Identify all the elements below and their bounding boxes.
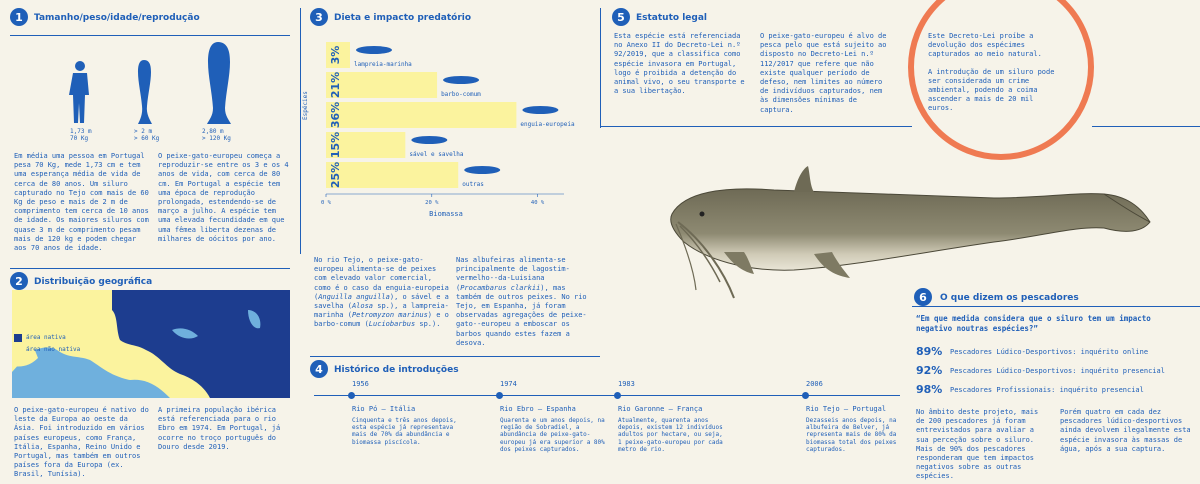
category-label-3: sável e savelha: [409, 151, 464, 158]
stat-pct-2: 92%: [916, 364, 943, 377]
divider: [310, 356, 600, 357]
timeline-axis: [314, 395, 900, 396]
column-divider: [300, 8, 301, 254]
timeline-description: Cinquenta e três anos depois, esta espéc…: [352, 417, 457, 446]
timeline-dot: [496, 392, 503, 399]
bar-value-label-1: 21%: [329, 72, 342, 98]
section-number-5: 5: [612, 8, 630, 26]
timeline-place: Rio Garonne – França: [618, 405, 703, 413]
catfish-280m-silhouette: [207, 42, 231, 124]
divider: [10, 268, 290, 269]
stat-label-1: Pescadores Lúdico-Desportivos: inquérito…: [950, 348, 1149, 356]
timeline-place: Rio Ebro – Espanha: [500, 405, 576, 413]
native-area: [112, 290, 290, 398]
prey-fish-icon: [443, 76, 480, 84]
distribution-text-right: A primeira população ibérica está refere…: [158, 406, 281, 451]
stat-label-3: Pescadores Profissionais: inquérito pres…: [950, 386, 1144, 394]
timeline-dot: [348, 392, 355, 399]
bar-1: [326, 72, 438, 98]
diet-text-left: No rio Tejo, o peixe-gato-europeu alimen…: [314, 256, 449, 329]
section-number-1: 1: [10, 8, 28, 26]
chart-xlabel: Biomassa: [429, 210, 463, 218]
category-label-0: lampreia-marinha: [354, 61, 412, 68]
prey-fish-icon: [356, 46, 392, 54]
europe-map: [12, 290, 290, 398]
timeline-year: 1956: [352, 380, 369, 388]
legal-highlight-circle: [908, 0, 1094, 160]
section-number-6: 6: [914, 288, 932, 306]
size-comparison-figure: [69, 42, 231, 124]
timeline-description: Atualmente, quarenta anos depois, existe…: [618, 417, 723, 453]
fig-label-280m: 2,80 m > 120 Kg: [202, 128, 231, 143]
divider: [600, 126, 912, 127]
timeline-dot: [802, 392, 809, 399]
legend-label-non-native: área não nativa: [26, 346, 81, 353]
catfish-illustration: [670, 166, 1151, 299]
distribution-text-left: O peixe-gato-europeu é nativo do leste d…: [14, 406, 149, 479]
bar-3: [326, 132, 406, 158]
prey-fish-icon: [464, 166, 501, 174]
x-tick-label-1: 20 %: [425, 200, 439, 206]
legal-text-mid: O peixe-gato-europeu é alvo de pesca pel…: [760, 32, 887, 114]
timeline-description: Dezasseis anos depois, na albufeira de B…: [806, 417, 897, 453]
fishermen-text-left: No âmbito deste projeto, mais de 200 pes…: [916, 408, 1039, 481]
chart-ylabel: Espécies: [302, 91, 309, 120]
prey-fish-icon: [522, 106, 559, 114]
divider: [1092, 126, 1200, 127]
stat-pct-3: 98%: [916, 383, 943, 396]
category-label-2: enguia-europeia: [520, 121, 575, 128]
timeline-place: Rio Tejo – Portugal: [806, 405, 887, 413]
survey-question: “Em que medida considera que o siluro te…: [916, 314, 1151, 333]
timeline-dot: [614, 392, 621, 399]
timeline-year: 1983: [618, 380, 635, 388]
bar-value-label-0: 3%: [329, 46, 342, 65]
category-label-1: barbo-comum: [441, 91, 481, 98]
column-divider: [600, 8, 601, 128]
bar-4: [326, 162, 459, 188]
bar-value-label-3: 15%: [329, 132, 342, 158]
divider: [912, 306, 1200, 307]
category-label-4: outras: [462, 181, 484, 188]
fig-label-2m: > 2 m > 60 Kg: [134, 128, 160, 143]
stat-label-2: Pescadores Lúdico-Desportivos: inquérito…: [950, 367, 1165, 375]
section-title-size: Tamanho/peso/idade/reprodução: [34, 13, 200, 23]
bar-value-label-4: 25%: [329, 162, 342, 188]
bar-value-label-2: 36%: [329, 102, 342, 128]
x-tick-label-2: 40 %: [531, 200, 545, 206]
legend-swatch-non-native: [14, 346, 22, 354]
bar-0: [326, 42, 350, 68]
legend-swatch-native: [14, 334, 22, 342]
bar-2: [326, 102, 517, 128]
section-number-3: 3: [310, 8, 328, 26]
section-number-4: 4: [310, 360, 328, 378]
prey-fish-icon: [411, 136, 448, 144]
section-number-2: 2: [10, 272, 28, 290]
legend-label-native: área nativa: [26, 334, 66, 341]
fishermen-text-right: Porém quatro em cada dez pescadores lúdi…: [1060, 408, 1191, 453]
section-title-legal: Estatuto legal: [636, 13, 707, 23]
timeline-year: 2006: [806, 380, 823, 388]
legal-circle-text: Este Decreto-Lei proíbe a devolução dos …: [928, 32, 1055, 113]
divider: [10, 35, 290, 36]
timeline-description: Quarenta e um anos depois, na região de …: [500, 417, 605, 453]
fig-label-person: 1,73 m 70 Kg: [70, 128, 92, 143]
section-title-fishermen: O que dizem os pescadores: [940, 293, 1079, 303]
timeline-place: Rio Pó – Itália: [352, 405, 416, 413]
diet-text-right: Nas albufeiras alimenta-se principalment…: [456, 256, 587, 347]
size-text-right: O peixe-gato-europeu começa a reproduzir…: [158, 152, 289, 243]
person-silhouette: [69, 61, 89, 123]
size-text-left: Em média uma pessoa em Portugal pesa 70 …: [14, 152, 149, 253]
legal-text-left: Esta espécie está referenciada no Anexo …: [614, 32, 745, 96]
section-title-diet: Dieta e impacto predatório: [334, 13, 472, 23]
timeline-year: 1974: [500, 380, 517, 388]
section-title-history: Histórico de introduções: [334, 365, 459, 375]
catfish-2m-silhouette: [138, 60, 152, 124]
section-title-distribution: Distribuição geográfica: [34, 277, 153, 287]
diet-bar-chart: 3% lampreia-marinha 21% barbo-comum 36% engui…: [321, 42, 575, 218]
x-tick-label-0: 0 %: [321, 200, 332, 206]
stat-pct-1: 89%: [916, 345, 943, 358]
